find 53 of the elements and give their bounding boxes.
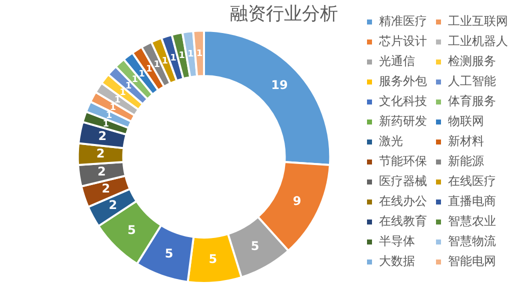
- legend-label: 在线办公: [379, 194, 427, 208]
- legend-label: 工业机器人: [448, 34, 508, 48]
- data-label: 1: [162, 56, 168, 66]
- legend-label: 文化科技: [379, 94, 427, 108]
- legend-label: 智慧物流: [448, 234, 496, 248]
- data-label: 1: [120, 88, 126, 98]
- legend-label: 工业互联网: [448, 14, 508, 28]
- legend-label: 在线医疗: [448, 174, 496, 188]
- data-label: 9: [292, 194, 302, 208]
- legend-label: 半导体: [379, 234, 415, 248]
- data-label: 19: [271, 78, 288, 92]
- data-label: 1: [196, 48, 203, 59]
- data-label: 2: [108, 198, 118, 212]
- legend-label: 智能电网: [448, 254, 496, 268]
- chart-title: 融资行业分析: [230, 3, 338, 24]
- data-label: 5: [127, 222, 136, 237]
- legend-label: 直播电商: [448, 194, 496, 208]
- data-label: 2: [98, 164, 106, 178]
- data-label: 1: [114, 95, 121, 106]
- data-label: 1: [102, 119, 109, 130]
- data-label: 1: [188, 50, 194, 60]
- data-label: 1: [178, 51, 186, 62]
- data-label: 2: [102, 182, 110, 196]
- data-label: 2: [98, 129, 107, 144]
- data-label: 1: [154, 60, 160, 70]
- legend-label: 物联网: [448, 114, 484, 128]
- legend-label: 大数据: [379, 254, 415, 268]
- data-label: 2: [96, 146, 105, 161]
- legend-label: 新药研发: [379, 114, 427, 128]
- legend-label: 芯片设计: [378, 34, 427, 48]
- data-label: 5: [250, 238, 260, 253]
- data-label: 5: [164, 246, 174, 260]
- legend-label: 光通信: [379, 54, 415, 68]
- data-label: 1: [106, 111, 112, 122]
- legend-label: 新材料: [448, 134, 484, 148]
- legend-label: 精准医疗: [379, 14, 427, 28]
- legend-label: 节能环保: [379, 154, 427, 168]
- data-label: 1: [110, 102, 116, 113]
- legend-label: 在线教育: [379, 214, 427, 228]
- legend-label: 激光: [379, 134, 403, 148]
- legend-label: 医疗器械: [379, 174, 427, 188]
- data-label: 1: [170, 53, 176, 64]
- data-label: 1: [132, 75, 138, 86]
- data-label: 5: [208, 252, 218, 266]
- data-label: 1: [125, 81, 132, 92]
- legend-label: 新能源: [448, 154, 484, 168]
- legend-label: 检测服务: [448, 54, 496, 68]
- legend-label: 服务外包: [379, 74, 427, 88]
- legend-label: 智慧农业: [448, 214, 496, 228]
- data-label: 1: [146, 64, 152, 74]
- legend-label: 体育服务: [448, 94, 496, 108]
- legend-label: 人工智能: [448, 74, 496, 88]
- data-label: 1: [138, 69, 145, 80]
